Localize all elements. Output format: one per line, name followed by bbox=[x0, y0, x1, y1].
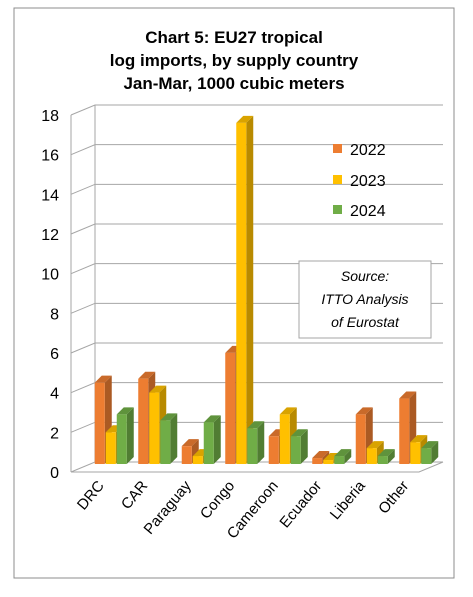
bar-front-face bbox=[105, 432, 116, 464]
bar-top-face bbox=[355, 407, 373, 415]
bar-paraguay-2024 bbox=[203, 415, 221, 464]
y-tick-label: 16 bbox=[41, 148, 59, 165]
y-tick-label: 6 bbox=[50, 346, 59, 363]
bar-top-face bbox=[377, 449, 395, 457]
bar-congo-2023 bbox=[236, 115, 254, 464]
bar-congo-2024 bbox=[247, 421, 265, 464]
bar-top-face bbox=[94, 375, 112, 383]
bar-front-face bbox=[323, 460, 334, 464]
bar-side-face bbox=[126, 407, 134, 464]
y-tick-label: 10 bbox=[41, 267, 59, 284]
bar-front-face bbox=[366, 448, 377, 464]
bar-front-face bbox=[236, 122, 247, 464]
bar-front-face bbox=[149, 392, 160, 464]
bar-front-face bbox=[399, 398, 410, 464]
bar-front-face bbox=[225, 352, 236, 464]
y-tick-label: 12 bbox=[41, 227, 59, 244]
bar-side-face bbox=[213, 415, 221, 464]
y-tick-label: 8 bbox=[50, 306, 59, 323]
bar-front-face bbox=[377, 456, 388, 464]
bar-side-face bbox=[431, 441, 439, 464]
source-box bbox=[298, 260, 432, 339]
bar-side-face bbox=[170, 413, 178, 464]
bar-top-face bbox=[138, 371, 156, 379]
bar-front-face bbox=[203, 422, 214, 464]
bar-cameroon-2024 bbox=[290, 429, 308, 464]
legend-swatch-2023 bbox=[333, 175, 342, 184]
source-note: Source: ITTO Analysis of Eurostat bbox=[298, 260, 432, 339]
bar-front-face bbox=[94, 382, 105, 464]
bar-top-face bbox=[160, 413, 178, 421]
bar-top-face bbox=[410, 435, 428, 443]
bar-front-face bbox=[290, 436, 301, 464]
bar-side-face bbox=[246, 115, 254, 464]
bar-top-face bbox=[290, 429, 308, 437]
bar-top-face bbox=[334, 449, 352, 457]
legend-swatch-2022 bbox=[333, 144, 342, 153]
bar-front-face bbox=[247, 428, 258, 464]
bar-front-face bbox=[160, 420, 171, 464]
bar-top-face bbox=[312, 451, 330, 459]
legend: 2022 2023 2024 bbox=[333, 142, 386, 220]
y-axis-tick-labels: 0 2 4 6 8 10 12 14 16 18 bbox=[41, 108, 59, 482]
bar-side-face bbox=[300, 429, 308, 464]
bar-top-face bbox=[366, 441, 384, 449]
bar-side-face bbox=[387, 449, 395, 464]
bar-top-face bbox=[279, 407, 297, 415]
legend-swatch-2024 bbox=[333, 205, 342, 214]
chart-title-line-2: log imports, by supply country bbox=[110, 51, 359, 70]
bar-ecuador-2024 bbox=[334, 449, 352, 464]
bar-front-face bbox=[334, 456, 345, 464]
bar-front-face bbox=[312, 458, 323, 464]
bar-top-face bbox=[399, 391, 417, 399]
bar-front-face bbox=[355, 414, 366, 464]
bar-front-face bbox=[138, 378, 149, 464]
bar-front-face bbox=[181, 446, 192, 464]
bar-top-face bbox=[421, 441, 439, 449]
bar-liberia-2024 bbox=[377, 449, 395, 464]
bar-front-face bbox=[279, 414, 290, 464]
bar-front-face bbox=[116, 414, 127, 464]
bar-top-face bbox=[149, 385, 167, 393]
bar-drc-2024 bbox=[116, 407, 134, 464]
legend-label-2024: 2024 bbox=[350, 203, 386, 220]
chart-title-line-3: Jan-Mar, 1000 cubic meters bbox=[123, 74, 344, 93]
floor-edge bbox=[71, 461, 444, 473]
bar-front-face bbox=[410, 442, 421, 464]
bar-layer bbox=[94, 115, 439, 464]
chart-title-line-1: Chart 5: EU27 tropical bbox=[145, 28, 323, 47]
bar-side-face bbox=[344, 449, 352, 464]
bar-top-face bbox=[181, 439, 199, 447]
source-line-2: ITTO Analysis bbox=[321, 291, 408, 307]
legend-label-2022: 2022 bbox=[350, 142, 386, 159]
source-line-3: of Eurostat bbox=[331, 314, 400, 330]
bar-front-face bbox=[421, 448, 432, 464]
y-tick-label: 4 bbox=[50, 386, 59, 403]
bar-top-face bbox=[203, 415, 221, 423]
y-tick-label: 0 bbox=[50, 465, 59, 482]
bar-other-2024 bbox=[421, 441, 439, 464]
bar-top-face bbox=[236, 115, 254, 123]
y-tick-label: 18 bbox=[41, 108, 59, 125]
bar-top-face bbox=[247, 421, 265, 429]
legend-label-2023: 2023 bbox=[350, 173, 386, 190]
y-tick-label: 2 bbox=[50, 425, 59, 442]
source-line-1: Source: bbox=[341, 268, 389, 284]
bar-front-face bbox=[192, 456, 203, 464]
bar-top-face bbox=[116, 407, 134, 415]
y-tick-label: 14 bbox=[41, 187, 59, 204]
bar-car-2024 bbox=[160, 413, 178, 464]
bar-side-face bbox=[257, 421, 265, 464]
bar-front-face bbox=[268, 436, 279, 464]
